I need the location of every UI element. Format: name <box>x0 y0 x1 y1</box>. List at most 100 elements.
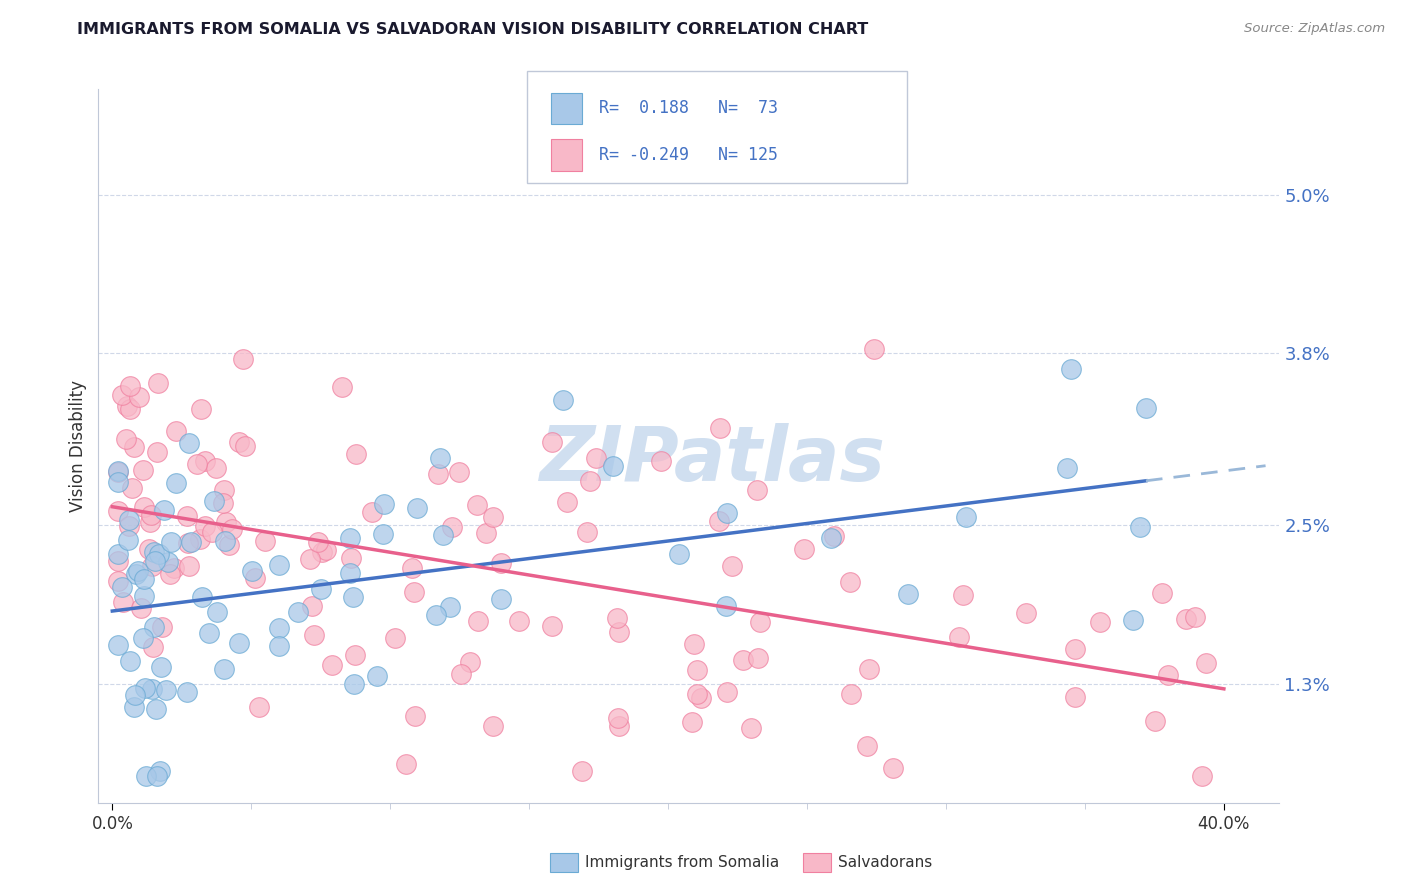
Point <box>1191 769 1213 783</box>
Point <box>481 510 503 524</box>
Point <box>149 764 172 778</box>
Point <box>233 439 256 453</box>
Point <box>176 685 198 699</box>
Point <box>107 475 129 490</box>
Point <box>138 515 160 529</box>
Point <box>575 524 598 539</box>
Point <box>180 534 202 549</box>
Point <box>1060 362 1083 376</box>
Point <box>541 619 564 633</box>
Point <box>686 687 709 701</box>
Point <box>607 625 630 640</box>
Point <box>1195 656 1218 670</box>
Point <box>716 599 738 613</box>
Point <box>267 621 290 635</box>
Point <box>128 390 150 404</box>
Point <box>148 547 170 561</box>
Point <box>107 464 129 478</box>
Point <box>155 682 177 697</box>
Point <box>1056 460 1078 475</box>
Text: N=  73: N= 73 <box>718 100 779 118</box>
Point <box>124 440 146 454</box>
Point <box>120 401 142 416</box>
Point <box>177 536 200 550</box>
Point <box>134 572 156 586</box>
Point <box>450 667 472 681</box>
Point <box>839 575 862 590</box>
Point <box>302 628 325 642</box>
Point <box>228 435 250 450</box>
Point <box>429 450 451 465</box>
Point <box>138 542 160 557</box>
Point <box>948 631 970 645</box>
Point <box>111 580 134 594</box>
Point <box>508 614 530 628</box>
Point <box>1063 642 1085 657</box>
Point <box>856 739 879 753</box>
Point <box>747 650 769 665</box>
Point <box>141 640 163 654</box>
Point <box>401 561 423 575</box>
Point <box>384 631 406 645</box>
Point <box>882 761 904 775</box>
Point <box>1090 615 1112 630</box>
Point <box>748 615 770 630</box>
Point <box>458 655 481 669</box>
Point <box>214 534 236 549</box>
Point <box>820 531 842 545</box>
Point <box>602 459 624 474</box>
Point <box>332 380 354 394</box>
Point <box>1129 520 1152 534</box>
Point <box>360 505 382 519</box>
Point <box>149 660 172 674</box>
Point <box>1135 401 1157 416</box>
Point <box>141 558 163 573</box>
Point <box>165 476 187 491</box>
Point <box>121 481 143 495</box>
Point <box>482 719 505 733</box>
Point <box>143 554 166 568</box>
Point <box>606 611 628 625</box>
Point <box>107 547 129 561</box>
Point <box>395 757 418 772</box>
Point <box>132 500 155 515</box>
Point <box>159 567 181 582</box>
Point <box>120 654 142 668</box>
Point <box>709 421 731 435</box>
Point <box>373 497 395 511</box>
Text: Immigrants from Somalia: Immigrants from Somalia <box>585 855 779 870</box>
Point <box>194 454 217 468</box>
Text: R= -0.249: R= -0.249 <box>599 146 689 164</box>
Point <box>107 553 129 567</box>
Point <box>247 700 270 714</box>
Point <box>579 474 602 488</box>
Point <box>215 515 238 529</box>
Point <box>267 640 290 654</box>
Point <box>1152 586 1174 600</box>
Point <box>863 342 886 356</box>
Point <box>301 599 323 613</box>
Point <box>165 424 187 438</box>
Point <box>555 495 578 509</box>
Point <box>467 615 489 629</box>
Point <box>190 401 212 416</box>
Point <box>955 510 977 524</box>
Point <box>1174 612 1197 626</box>
Point <box>111 388 134 402</box>
Point <box>131 631 153 645</box>
Point <box>122 699 145 714</box>
Point <box>115 399 138 413</box>
Point <box>128 565 150 579</box>
Point <box>150 620 173 634</box>
Text: Source: ZipAtlas.com: Source: ZipAtlas.com <box>1244 22 1385 36</box>
Point <box>343 677 366 691</box>
Point <box>114 432 136 446</box>
Point <box>839 688 862 702</box>
Point <box>343 648 366 662</box>
Point <box>681 715 703 730</box>
Point <box>489 592 512 607</box>
Point <box>1157 668 1180 682</box>
Point <box>186 457 208 471</box>
Point <box>135 769 157 783</box>
Point <box>112 595 135 609</box>
